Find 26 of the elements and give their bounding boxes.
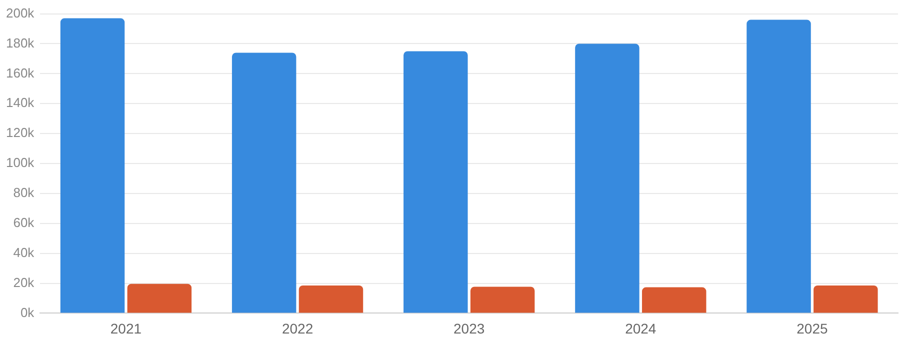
y-tick-label: 120k (6, 125, 35, 140)
y-tick-label: 20k (13, 274, 35, 290)
x-tick-label: 2024 (625, 320, 656, 336)
bar (746, 20, 811, 313)
y-tick-label: 140k (6, 95, 35, 110)
y-tick-label: 40k (13, 244, 35, 260)
bar (404, 51, 468, 313)
bar (642, 287, 706, 313)
x-tick-label: 2022 (282, 320, 314, 336)
y-tick-label: 100k (6, 155, 35, 170)
y-tick-label: 80k (13, 185, 35, 200)
bar (127, 284, 192, 313)
y-tick-label: 180k (6, 35, 35, 50)
bar (60, 18, 125, 313)
y-tick-label: 60k (13, 214, 35, 230)
bar (298, 286, 364, 313)
y-tick-label: 0k (20, 304, 35, 320)
bar (575, 44, 640, 313)
bar (232, 52, 296, 313)
y-tick-label: 160k (6, 65, 35, 80)
x-tick-label: 2021 (110, 320, 142, 336)
y-tick-label: 200k (6, 5, 35, 20)
x-tick-label: 2025 (796, 320, 828, 336)
bar (470, 286, 535, 313)
bar (814, 286, 878, 313)
x-tick-label: 2023 (454, 320, 485, 336)
